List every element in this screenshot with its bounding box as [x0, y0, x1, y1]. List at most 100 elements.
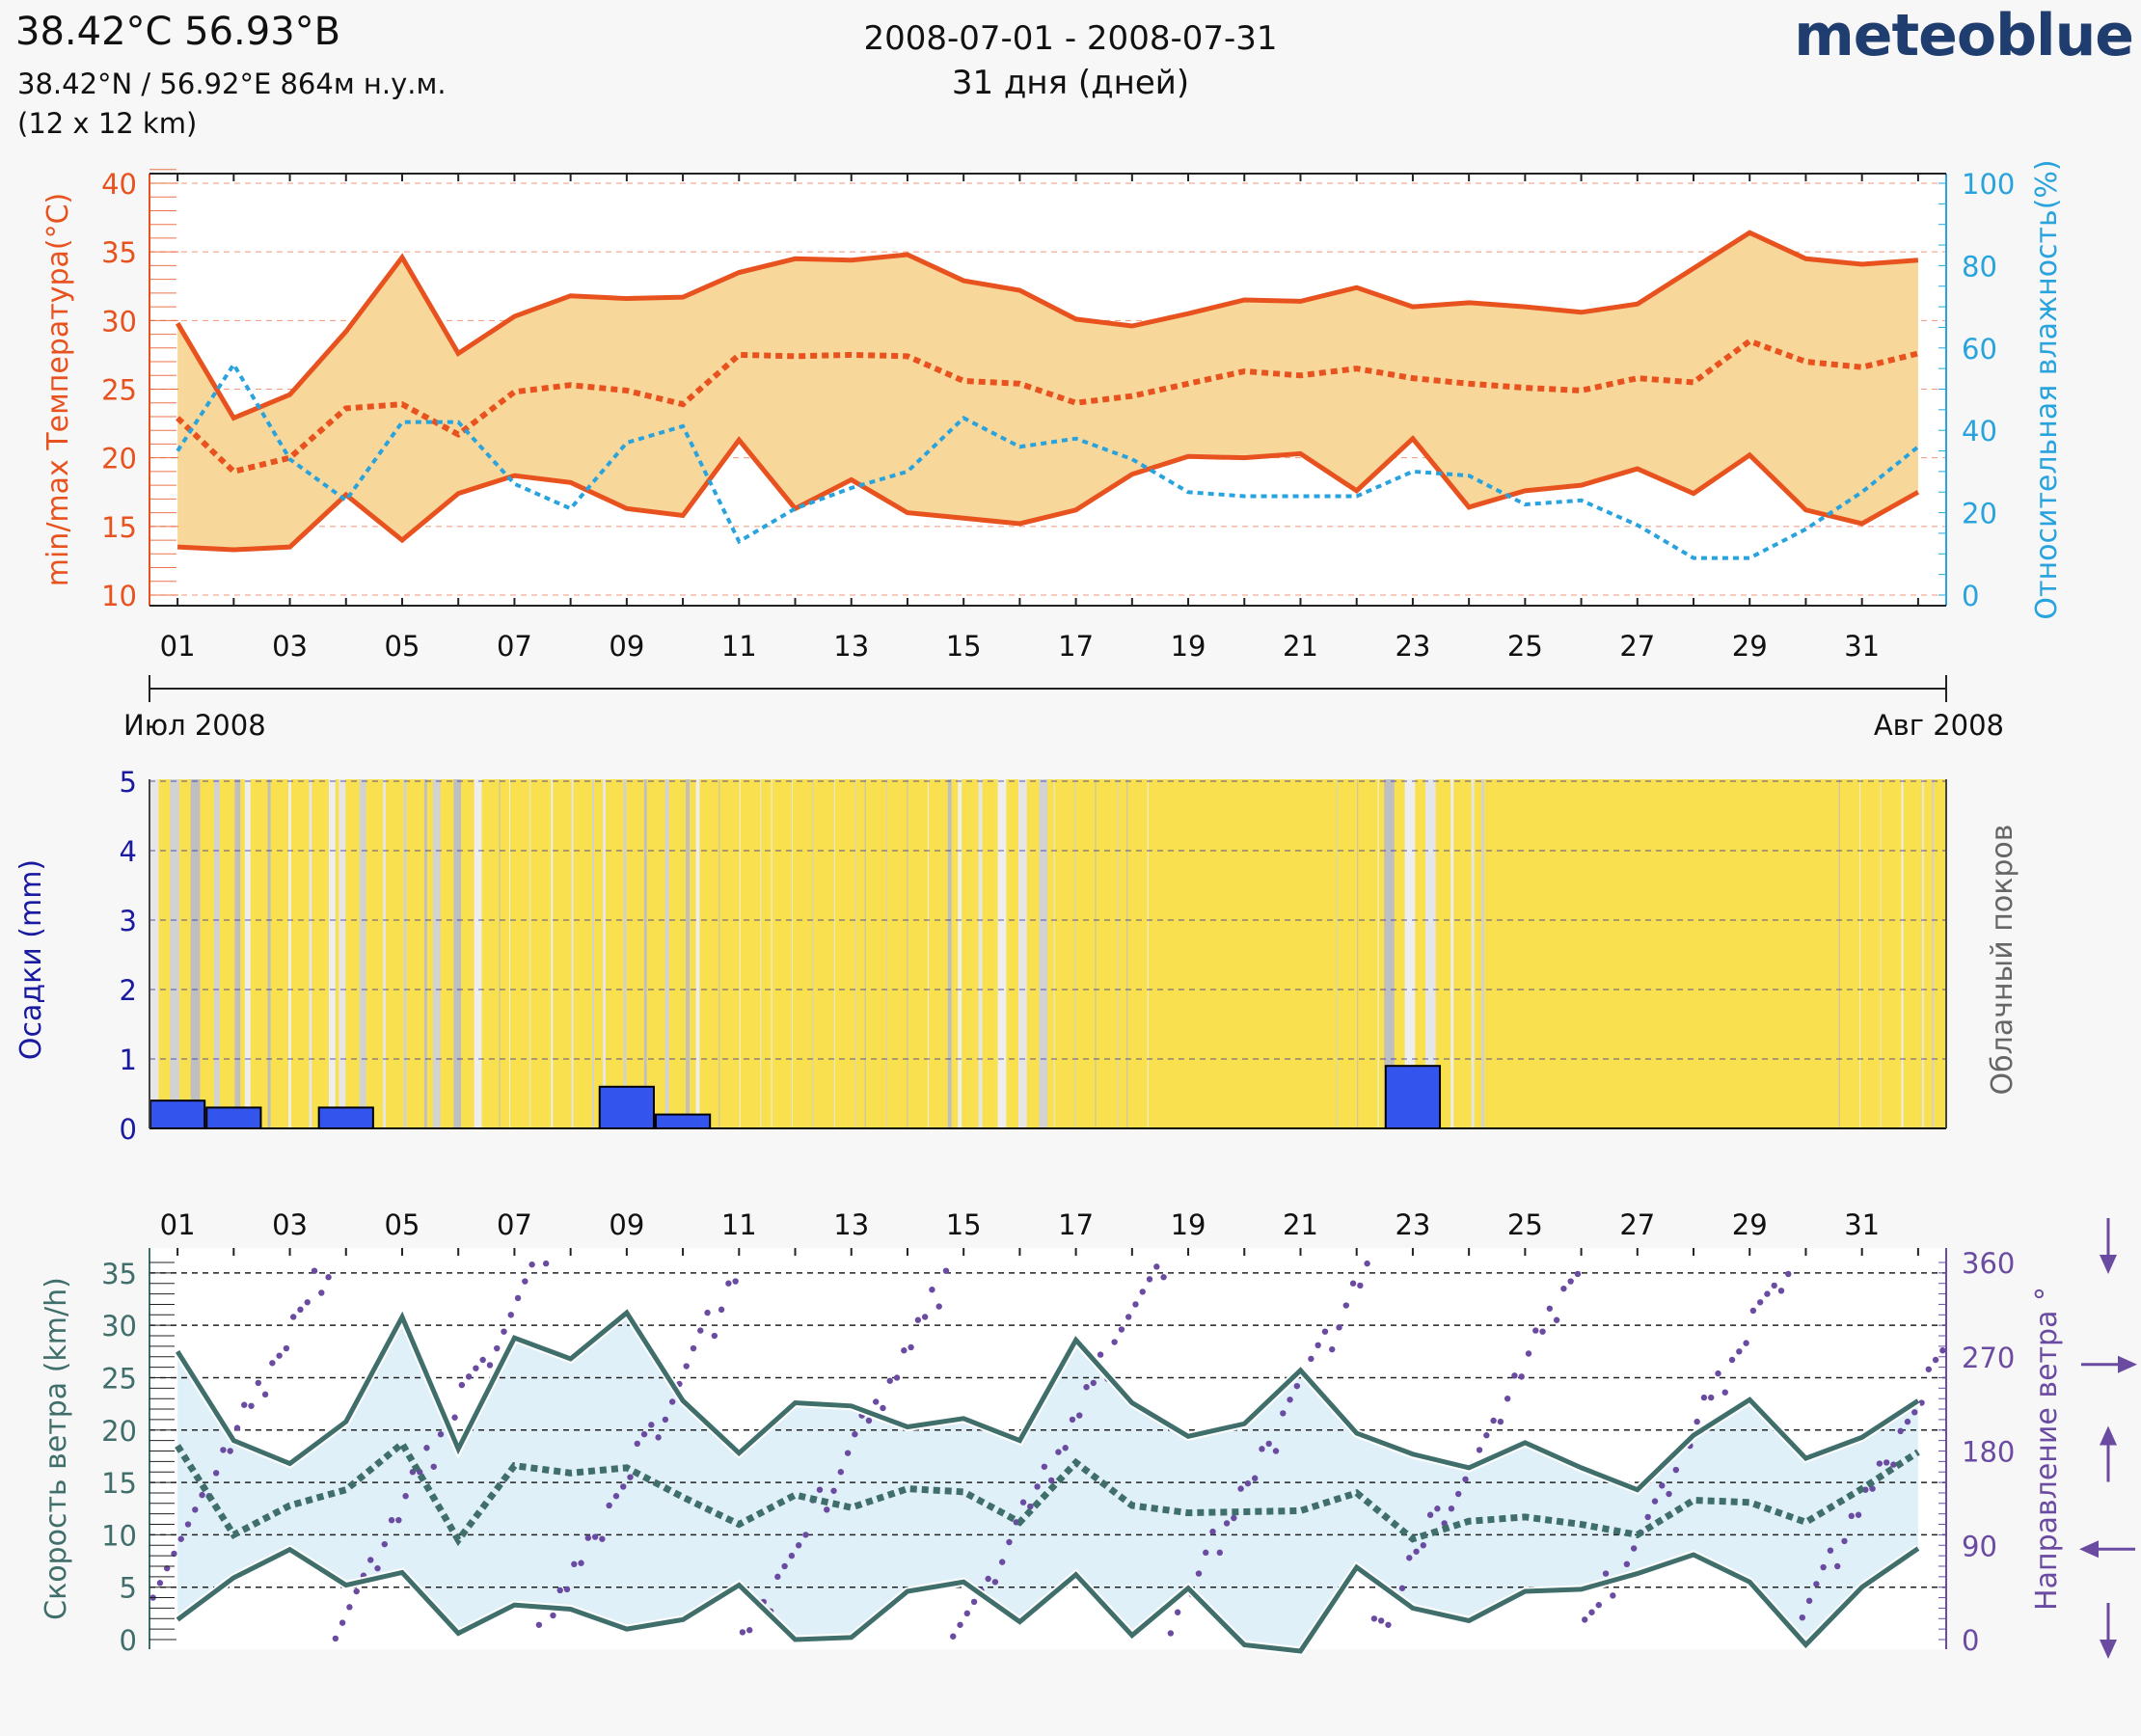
precip-tick-label: 0: [120, 1113, 137, 1146]
wind-direction-dot: [1511, 1372, 1518, 1379]
wind-direction-dot: [1728, 1356, 1736, 1364]
wind-direction-dot: [1736, 1348, 1743, 1355]
wind-direction-dot: [816, 1486, 824, 1493]
cloud-cover-stripe: [234, 779, 241, 1128]
wind-day-tick-label: 13: [833, 1208, 869, 1241]
cloud-cover-stripe: [695, 779, 700, 1128]
wind-direction-dot: [1799, 1614, 1806, 1621]
wind-direction-dot: [1602, 1570, 1610, 1577]
wind-day-tick-label: 05: [385, 1208, 420, 1241]
wind-direction-dot: [837, 1469, 845, 1476]
cloud-cover-stripe: [1450, 779, 1454, 1128]
cloud-cover-stripe: [718, 779, 720, 1128]
wind-direction-dot: [522, 1278, 528, 1285]
wind-direction-dot: [1855, 1511, 1862, 1518]
cloud-cover-stripe: [958, 779, 962, 1128]
wind-direction-dot: [1532, 1327, 1539, 1334]
wind-direction-dot: [725, 1280, 732, 1287]
wind-direction-dot: [1749, 1307, 1757, 1315]
wind-direction-dot: [1342, 1302, 1349, 1309]
wind-direction-dot: [542, 1260, 550, 1267]
temp-tick-label: 25: [101, 374, 137, 407]
wind-direction-dot: [690, 1344, 697, 1352]
cloud-cover-stripe: [499, 779, 501, 1128]
day-tick-label: 13: [833, 630, 869, 663]
wind-day-tick-label: 03: [272, 1208, 308, 1241]
cloud-cover-stripe: [1377, 779, 1379, 1128]
wind-direction-dot: [1308, 1355, 1314, 1363]
wind-direction-dot: [1708, 1394, 1715, 1401]
wind-direction-dot: [865, 1417, 873, 1424]
day-tick-label: 01: [160, 630, 196, 663]
cloud-cover-stripe: [907, 779, 908, 1128]
wind-direction-dot: [1911, 1409, 1918, 1416]
wind-direction-dot: [1518, 1373, 1525, 1380]
wind-direction-dot: [1055, 1449, 1062, 1455]
cloud-cover-stripe: [1384, 779, 1395, 1128]
wind-direction-dot: [612, 1493, 620, 1500]
wind-direction-dot: [255, 1379, 261, 1387]
wind-direction-dot: [473, 1365, 479, 1371]
wind-direction-dot: [1441, 1520, 1448, 1527]
cloud-cover-stripe: [997, 779, 1007, 1128]
day-tick-label: 19: [1171, 630, 1206, 663]
wind-direction-dot: [774, 1573, 781, 1581]
direction-tick-label: 0: [1962, 1624, 1979, 1657]
wind-direction-dot: [1160, 1274, 1167, 1281]
wind-direction-dot: [1153, 1263, 1160, 1270]
wind-direction-dot: [970, 1598, 978, 1606]
mean-temperature-line: [176, 338, 1919, 475]
wind-day-tick-label: 29: [1732, 1208, 1768, 1241]
days-count: 31 дня (дней): [951, 64, 1190, 102]
cloud-cover-stripe: [1116, 779, 1118, 1128]
wind-direction-dot: [1321, 1328, 1329, 1335]
wind-direction-dot: [942, 1267, 950, 1274]
day-tick-label: 03: [272, 630, 308, 663]
cloud-cover-stripe: [214, 779, 220, 1128]
temp-tick-label: 10: [101, 580, 137, 612]
wind-direction-dot: [1244, 1479, 1252, 1487]
cloud-cover-stripe: [1932, 779, 1935, 1128]
wind-axis-title: Скорость ветра (km/h): [40, 1277, 73, 1620]
wind-direction-dot: [1756, 1299, 1764, 1306]
cloud-cover-stripe: [244, 779, 251, 1128]
wind-direction-dot: [1209, 1528, 1216, 1535]
cloud-cover-stripe: [1357, 779, 1359, 1128]
cloud-cover-stripe: [288, 779, 292, 1128]
wind-direction-dot: [177, 1535, 184, 1542]
precip-tick-label: 1: [120, 1044, 137, 1076]
precip-axis-title: Осадки (mm): [14, 859, 48, 1060]
meteoblue-logo[interactable]: meteoblue: [1794, 2, 2134, 69]
wind-direction-dot: [1259, 1446, 1265, 1452]
cloud-cover-stripe: [602, 779, 606, 1128]
wind-direction-dot: [1610, 1592, 1616, 1599]
wind-direction-dot: [1385, 1621, 1392, 1628]
wind-direction-dot: [1174, 1609, 1181, 1615]
max-temperature-line: [175, 230, 1919, 421]
wind-direction-dot: [199, 1491, 205, 1499]
wind-direction-dot: [1771, 1282, 1777, 1289]
min-temperature-line: [176, 435, 1920, 553]
cloud-cover-stripe: [1901, 779, 1904, 1128]
wind-direction-dot: [261, 1391, 269, 1398]
wind-direction-dot: [1876, 1460, 1884, 1467]
wind-direction-dot: [844, 1450, 852, 1456]
wind-direction-dot: [283, 1344, 290, 1352]
wind-direction-dot: [591, 1533, 599, 1540]
wind-direction-dot: [1370, 1615, 1378, 1622]
cloud-cover-stripe: [864, 779, 866, 1128]
wind-direction-dot: [395, 1516, 402, 1524]
wind-direction-dot: [908, 1343, 914, 1351]
wind-direction-dot: [1582, 1616, 1588, 1623]
wind-direction-dot: [304, 1299, 311, 1306]
wind-direction-dot: [494, 1344, 501, 1352]
cloud-cover-stripe: [833, 779, 835, 1128]
wind-direction-dot: [1644, 1513, 1651, 1521]
wind-direction-dot: [1539, 1328, 1546, 1335]
precip-bar: [654, 1113, 712, 1129]
wind-direction-dot: [880, 1404, 886, 1412]
wind-direction-dot: [1932, 1356, 1939, 1364]
wind-direction-dot: [192, 1506, 199, 1513]
mean-wind-line: [175, 1438, 1920, 1547]
cloud-cover-stripe: [1424, 779, 1436, 1128]
